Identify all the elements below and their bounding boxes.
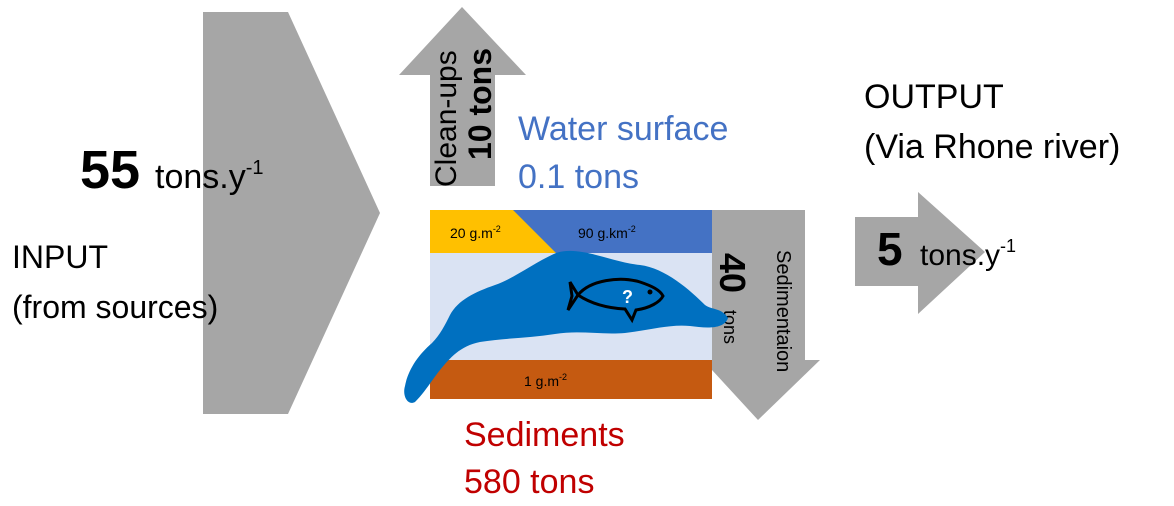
sediment-band: [430, 360, 712, 399]
sediments-title: Sediments: [464, 416, 625, 454]
output-river-label: (Via Rhone river): [864, 128, 1120, 166]
surface-density: 90 g.km-2: [578, 224, 636, 241]
sedimentation-label: Sedimentaion: [772, 250, 794, 372]
beach-area: [430, 210, 556, 253]
input-arrow: [203, 12, 380, 414]
cleanups-label: Clean-ups: [430, 50, 463, 187]
input-label: INPUT: [12, 239, 108, 275]
input-sources-label: (from sources): [12, 289, 218, 325]
sediment-density: 1 g.m-2: [524, 372, 567, 389]
sedimentation-amount: 40: [712, 253, 753, 293]
fish-icon: ?: [566, 277, 665, 324]
fish-question-mark: ?: [622, 287, 633, 307]
input-amount: 55: [80, 140, 140, 200]
output-arrow: [855, 192, 985, 314]
output-amount: 5: [877, 223, 903, 275]
sediments-amount: 580 tons: [464, 463, 594, 501]
output-unit: tons.y-1: [920, 236, 1016, 272]
cleanups-amount: 10 tons: [462, 48, 498, 160]
water-surface-title: Water surface: [518, 110, 728, 148]
sedimentation-arrow: [712, 210, 820, 420]
input-unit: tons.y-1: [155, 157, 264, 196]
beach-density: 20 g.m-2: [450, 224, 501, 241]
output-label: OUTPUT: [864, 78, 1004, 116]
water-surface-amount: 0.1 tons: [518, 158, 639, 196]
cleanups-arrow: [399, 7, 526, 186]
